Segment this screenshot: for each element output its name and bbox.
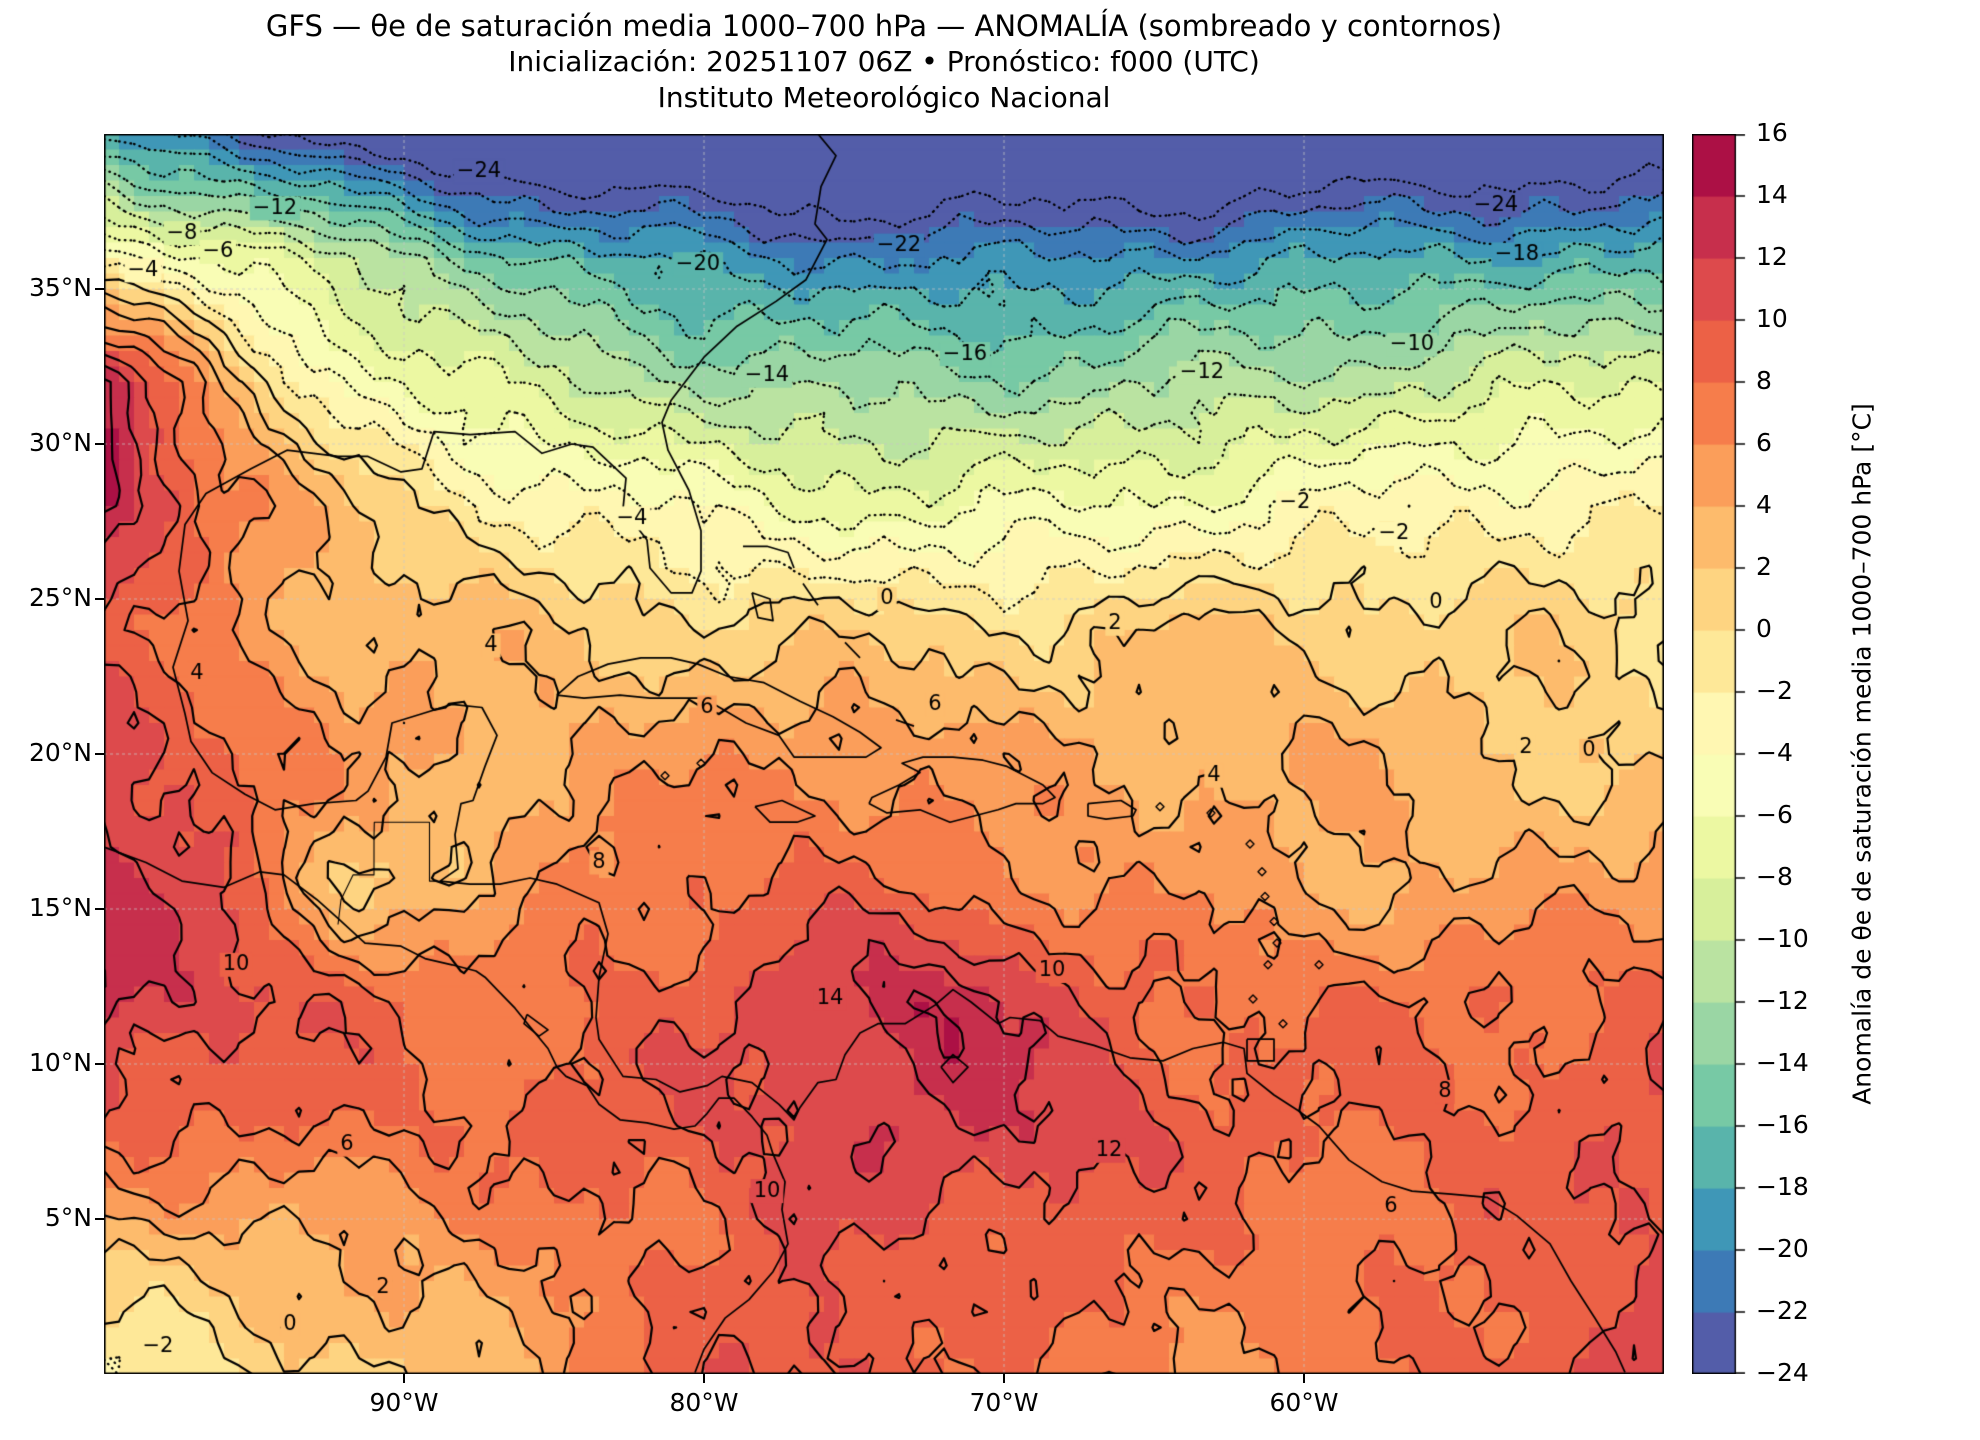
- chart-title: GFS — θe de saturación media 1000–700 hP…: [265, 9, 1503, 43]
- colorbar-tick-label: −24: [1756, 1358, 1809, 1387]
- colorbar-canvas: [1692, 134, 1750, 1374]
- colorbar-tick-label: 6: [1756, 428, 1772, 457]
- y-tick-label: 20°N: [28, 738, 92, 767]
- colorbar-tick-label: −12: [1756, 986, 1809, 1015]
- colorbar-tick-label: −14: [1756, 1048, 1809, 1077]
- colorbar-tick-label: 4: [1756, 490, 1772, 519]
- x-tick-mark: [703, 1374, 705, 1383]
- colorbar-axis-label: Anomalía de θe de saturación media 1000–…: [1847, 403, 1877, 1105]
- y-tick-mark: [95, 908, 104, 910]
- x-tick-mark: [1003, 1374, 1005, 1383]
- x-tick-label: 60°W: [1269, 1388, 1339, 1417]
- chart-subtitle: Inicialización: 20251107 06Z • Pronóstic…: [508, 45, 1260, 78]
- x-tick-label: 80°W: [669, 1388, 739, 1417]
- colorbar-tick-label: 0: [1756, 614, 1772, 643]
- colorbar-tick-label: −6: [1756, 800, 1793, 829]
- colorbar-tick-label: −8: [1756, 862, 1793, 891]
- colorbar-tick-label: −20: [1756, 1234, 1809, 1263]
- colorbar-tick-label: −16: [1756, 1110, 1809, 1139]
- y-tick-label: 15°N: [28, 893, 92, 922]
- y-tick-mark: [95, 598, 104, 600]
- map-canvas: [104, 134, 1664, 1374]
- x-tick-label: 70°W: [969, 1388, 1039, 1417]
- x-tick-mark: [1303, 1374, 1305, 1383]
- colorbar-tick-label: −18: [1756, 1172, 1809, 1201]
- chart-institution: Instituto Meteorológico Nacional: [657, 81, 1111, 114]
- title-block: GFS — θe de saturación media 1000–700 hP…: [104, 8, 1664, 116]
- y-tick-mark: [95, 288, 104, 290]
- y-tick-mark: [95, 1218, 104, 1220]
- colorbar-tick-label: 14: [1756, 180, 1788, 209]
- colorbar-tick-label: 8: [1756, 366, 1772, 395]
- y-tick-mark: [95, 443, 104, 445]
- y-tick-label: 35°N: [28, 273, 92, 302]
- colorbar-tick-label: −10: [1756, 924, 1809, 953]
- y-tick-label: 10°N: [28, 1048, 92, 1077]
- colorbar-tick-label: −22: [1756, 1296, 1809, 1325]
- y-tick-label: 5°N: [44, 1203, 92, 1232]
- colorbar-tick-label: −4: [1756, 738, 1793, 767]
- colorbar-tick-label: 10: [1756, 304, 1788, 333]
- colorbar-tick-label: 2: [1756, 552, 1772, 581]
- y-tick-label: 30°N: [28, 428, 92, 457]
- x-tick-mark: [403, 1374, 405, 1383]
- y-tick-mark: [95, 753, 104, 755]
- colorbar-tick-label: 12: [1756, 242, 1788, 271]
- x-tick-label: 90°W: [369, 1388, 439, 1417]
- y-tick-label: 25°N: [28, 583, 92, 612]
- colorbar-tick-label: 16: [1756, 118, 1788, 147]
- colorbar-tick-label: −2: [1756, 676, 1793, 705]
- y-tick-mark: [95, 1063, 104, 1065]
